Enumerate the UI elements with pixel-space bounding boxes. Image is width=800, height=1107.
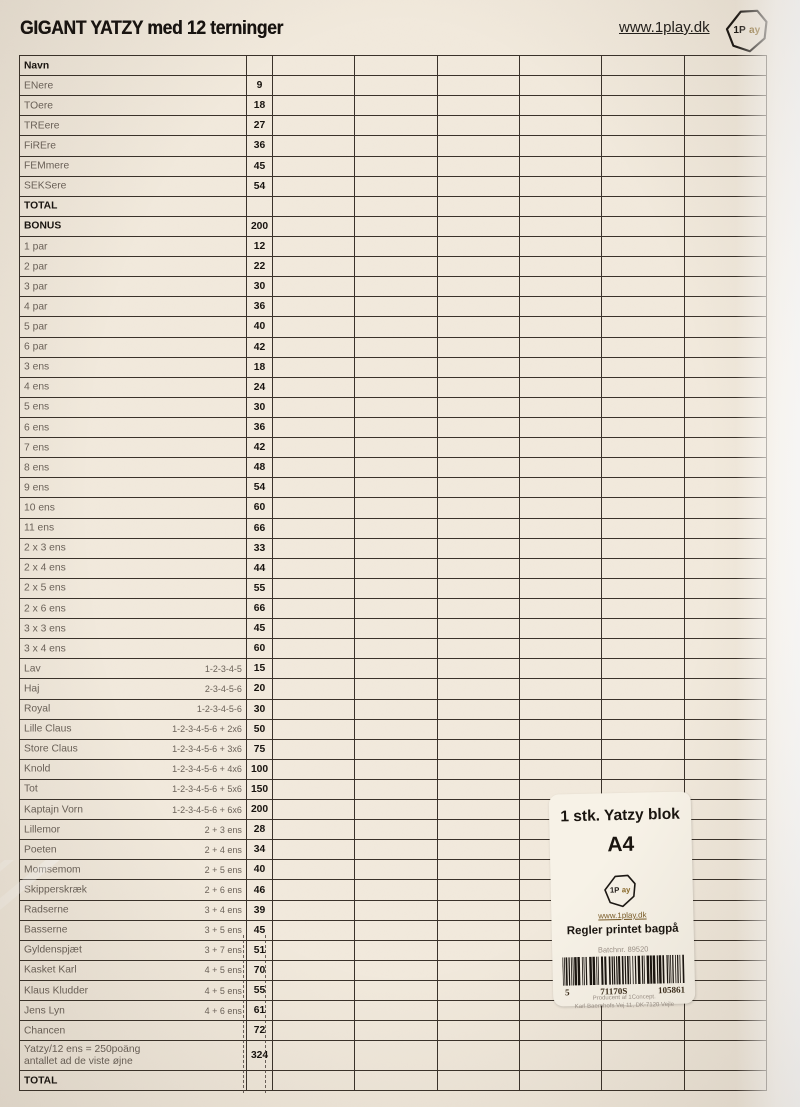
svg-text:1P: 1P	[733, 25, 746, 36]
svg-text:1P: 1P	[610, 885, 620, 894]
svg-text:ay: ay	[622, 885, 631, 894]
svg-text:ay: ay	[749, 25, 761, 36]
